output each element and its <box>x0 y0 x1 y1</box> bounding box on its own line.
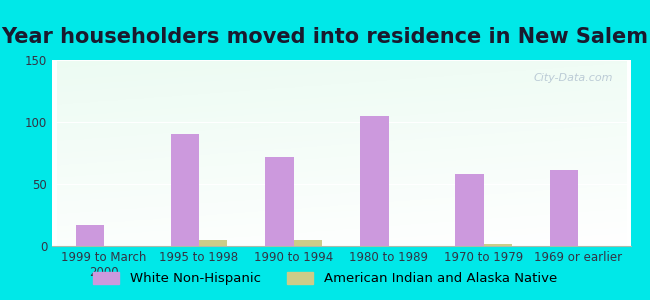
Bar <box>550 170 578 246</box>
Bar <box>294 240 322 246</box>
Bar <box>265 157 294 246</box>
Bar <box>484 244 512 246</box>
Bar <box>75 225 104 246</box>
Bar <box>360 116 389 246</box>
Bar <box>170 134 199 246</box>
Text: Year householders moved into residence in New Salem: Year householders moved into residence i… <box>1 27 649 47</box>
Bar <box>199 240 228 246</box>
Legend: White Non-Hispanic, American Indian and Alaska Native: White Non-Hispanic, American Indian and … <box>88 266 562 290</box>
Bar <box>455 174 484 246</box>
Text: City-Data.com: City-Data.com <box>534 73 613 83</box>
